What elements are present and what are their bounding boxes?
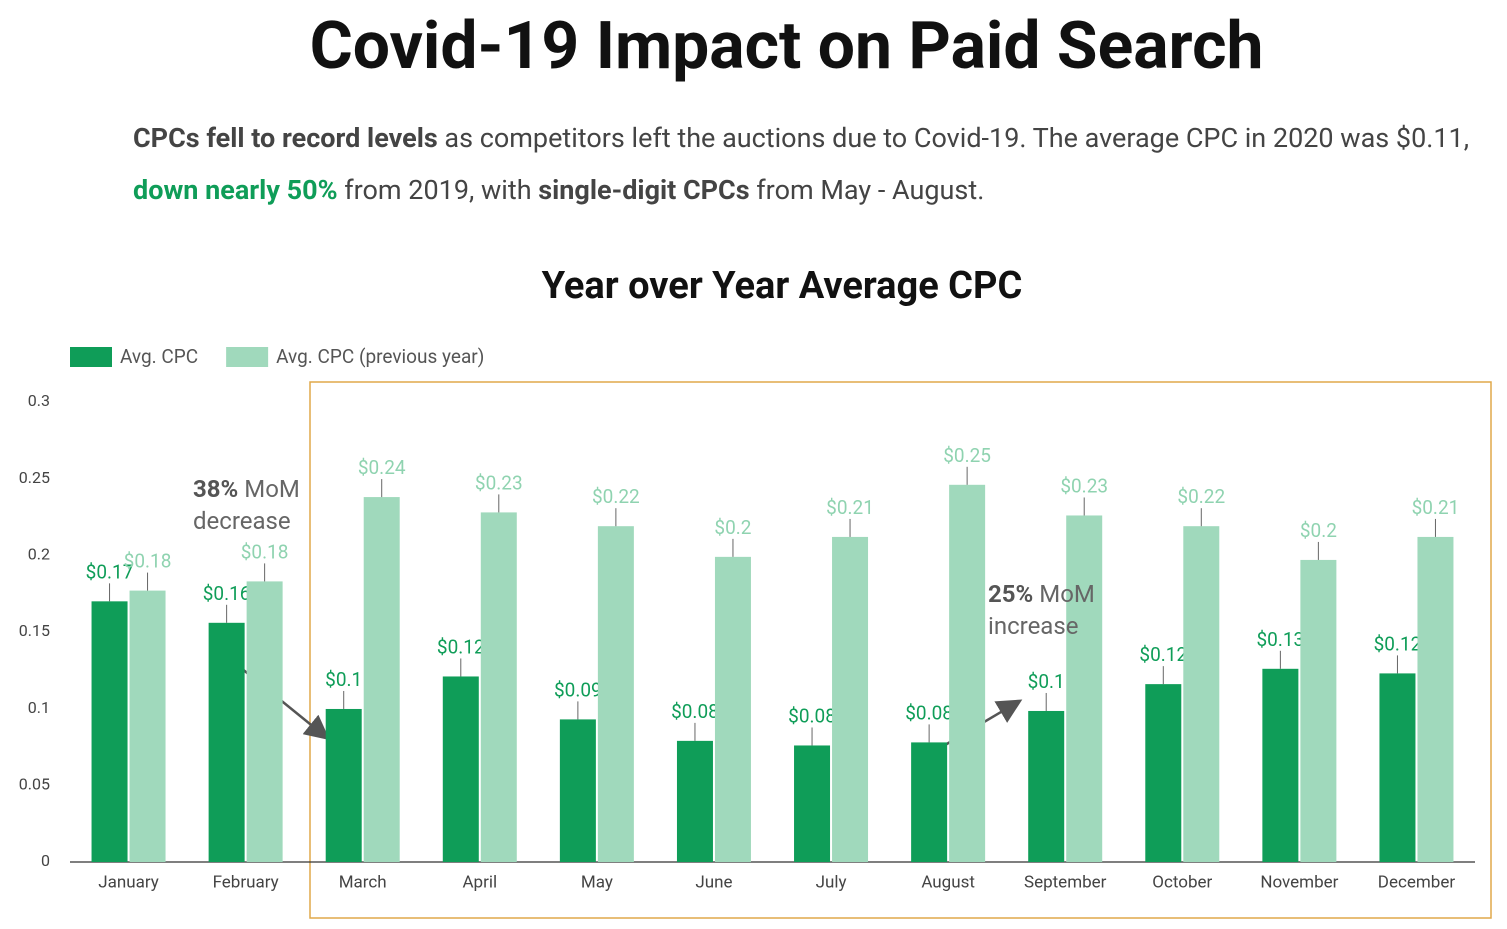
value-label: $0.2 (714, 516, 751, 539)
value-label: $0.08 (671, 700, 719, 723)
x-tick-label: March (339, 872, 387, 892)
bar (949, 484, 986, 862)
value-label: $0.1 (1028, 670, 1065, 693)
bar (1417, 536, 1454, 862)
annotation-text: MoM decrease (193, 475, 300, 535)
y-tick-label: 0.05 (19, 775, 50, 794)
x-tick-label: October (1152, 872, 1212, 892)
value-label: $0.09 (554, 678, 602, 701)
annotation: 25% MoM increase (988, 578, 1118, 642)
value-label: $0.16 (203, 582, 251, 605)
x-tick-label: February (213, 872, 279, 892)
bar (1028, 710, 1065, 862)
value-label: $0.1 (325, 668, 362, 691)
value-label: $0.18 (124, 550, 172, 573)
subtitle-part: as competitors left the auctions due to … (437, 122, 1470, 154)
subtitle-part: from 2019, with (337, 174, 539, 206)
bar (1262, 668, 1299, 862)
x-tick-label: August (921, 872, 975, 892)
annotation-text: MoM increase (988, 580, 1095, 640)
value-label: $0.23 (1060, 474, 1108, 497)
subtitle-part: CPCs fell to record levels (133, 122, 438, 154)
value-label: $0.2 (1300, 519, 1337, 542)
value-label: $0.12 (437, 635, 485, 658)
bar (1066, 515, 1103, 862)
bar (911, 742, 948, 862)
bar (480, 512, 517, 862)
value-label: $0.22 (1177, 485, 1225, 508)
value-label: $0.18 (241, 540, 289, 563)
page-title: Covid-19 Impact on Paid Search (309, 8, 1264, 85)
annotation-bold: 38% (193, 475, 239, 503)
x-tick-label: July (816, 872, 847, 892)
subtitle-part: single-digit CPCs (538, 174, 750, 206)
value-label: $0.08 (905, 701, 953, 724)
bar (1379, 673, 1416, 862)
x-tick-label: January (98, 872, 159, 892)
bar (559, 719, 596, 862)
value-label: $0.22 (592, 485, 640, 508)
bar (676, 740, 713, 862)
x-tick-label: December (1378, 872, 1456, 892)
y-tick-label: 0.25 (19, 468, 50, 487)
x-tick-label: May (581, 872, 613, 892)
legend-label: Avg. CPC (120, 345, 198, 368)
x-tick-label: April (462, 872, 497, 892)
value-label: $0.25 (943, 444, 991, 467)
subtitle-part: from May - August. (749, 174, 985, 206)
bar (246, 581, 283, 862)
chart-title: Year over Year Average CPC (542, 264, 1023, 308)
bar (363, 497, 400, 862)
x-tick-label: June (695, 872, 732, 892)
annotation: 38% MoM decrease (193, 473, 323, 537)
highlight-box (309, 381, 1492, 919)
bar (1183, 526, 1220, 862)
bar (1300, 559, 1337, 862)
value-label: $0.23 (475, 471, 523, 494)
value-label: $0.17 (86, 560, 134, 583)
bar (794, 745, 831, 862)
subtitle-part: down nearly 50% (133, 174, 338, 206)
value-label: $0.21 (1412, 496, 1460, 519)
y-tick-label: 0.15 (19, 621, 50, 640)
legend-swatch (226, 347, 269, 367)
legend-label: Avg. CPC (previous year) (276, 345, 484, 368)
value-label: $0.12 (1139, 643, 1187, 666)
y-tick-label: 0.1 (28, 698, 50, 717)
bar (325, 708, 362, 862)
y-tick-label: 0 (41, 851, 50, 870)
y-tick-label: 0.2 (28, 545, 50, 564)
bar (1145, 684, 1182, 862)
value-label: $0.21 (826, 496, 874, 519)
bar (832, 536, 869, 862)
x-tick-label: November (1260, 872, 1338, 892)
bar (91, 601, 128, 862)
value-label: $0.13 (1257, 628, 1305, 651)
bar (597, 526, 634, 862)
bar (129, 590, 166, 862)
subtitle: CPCs fell to record levels as competitor… (133, 112, 1483, 216)
y-tick-label: 0.3 (28, 391, 50, 410)
bar (714, 556, 751, 862)
bar (208, 622, 245, 862)
x-tick-label: September (1024, 872, 1107, 892)
value-label: $0.08 (788, 704, 836, 727)
value-label: $0.12 (1374, 632, 1422, 655)
annotation-bold: 25% (988, 580, 1034, 608)
value-label: $0.24 (358, 456, 406, 479)
legend-swatch (70, 347, 112, 367)
bar (442, 676, 479, 862)
